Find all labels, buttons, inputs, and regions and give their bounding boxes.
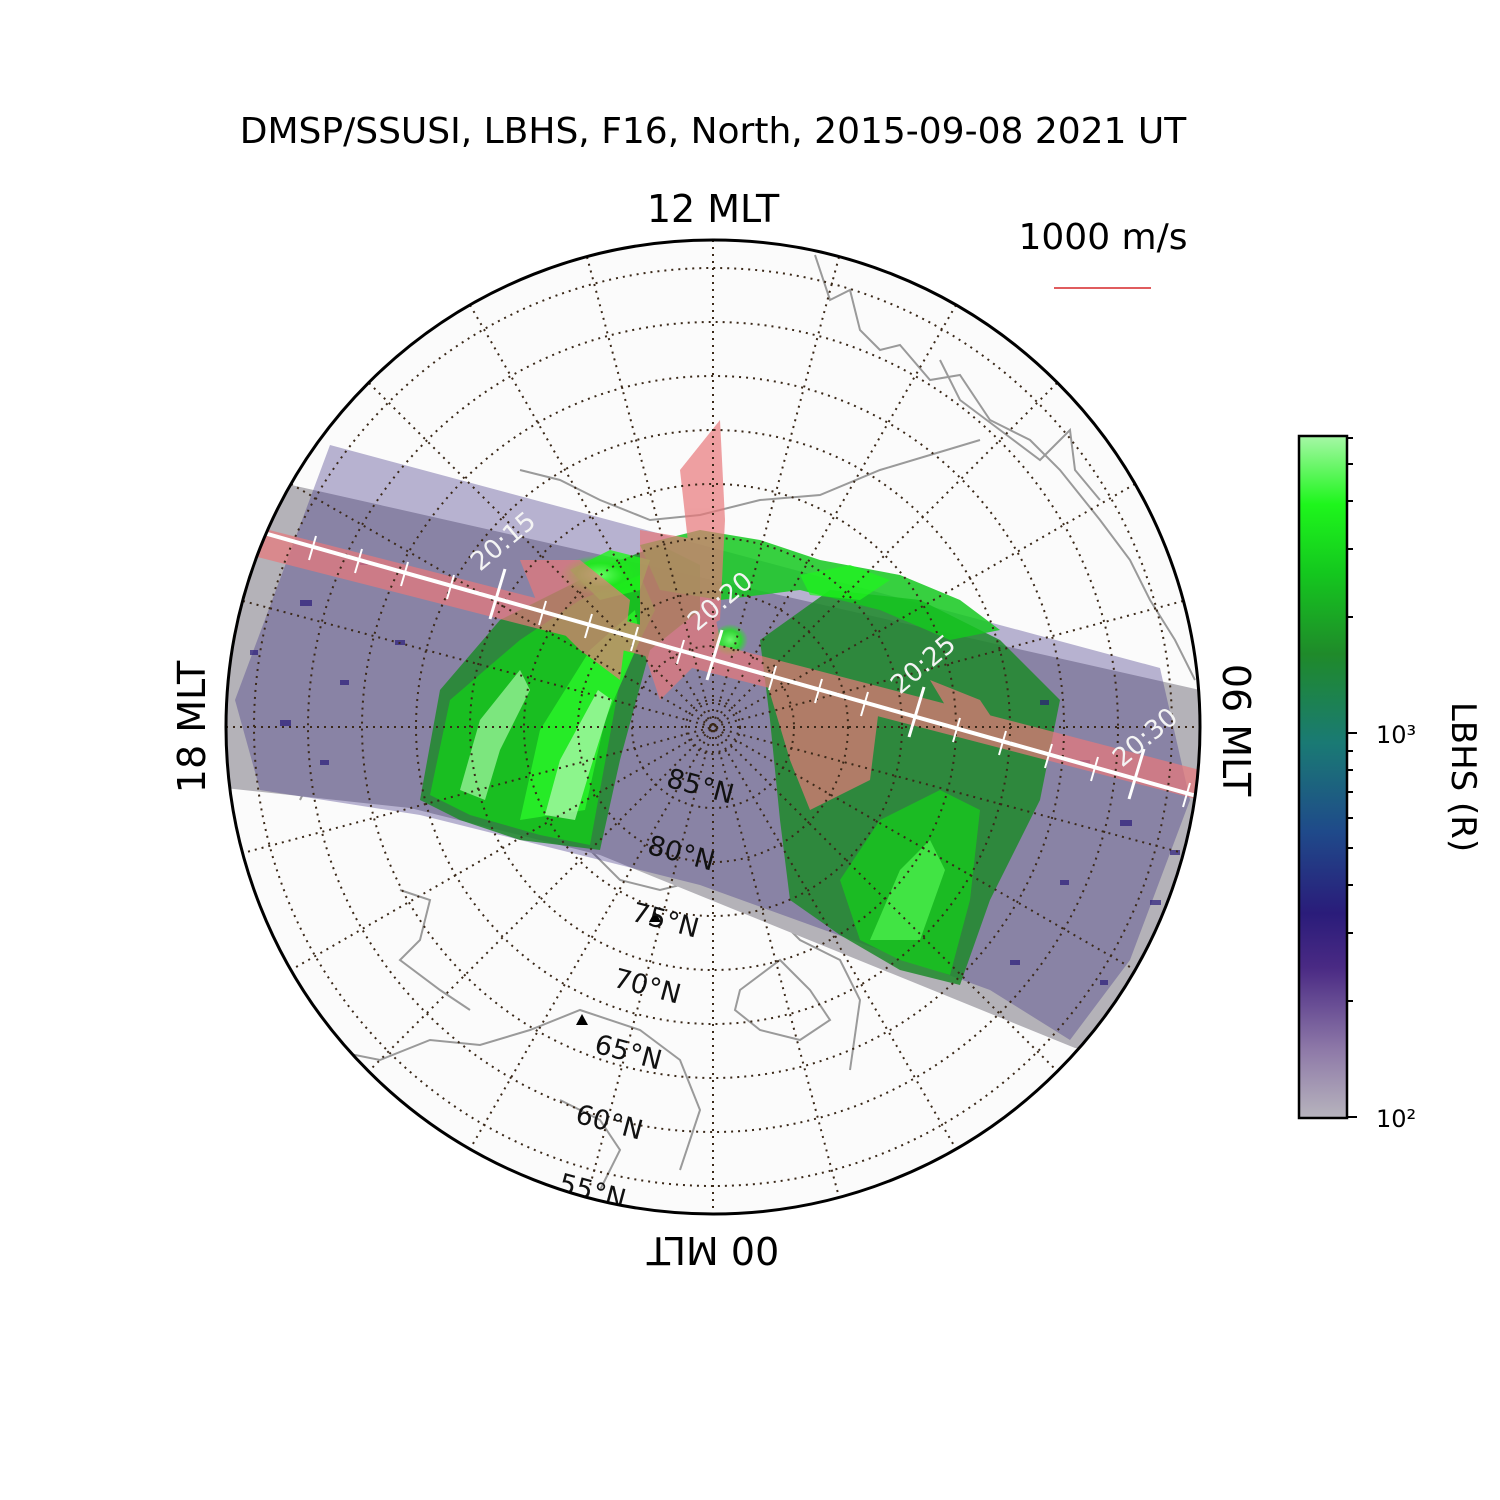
station-marker-icon bbox=[649, 911, 661, 922]
mlt-label-18: 18 MLT bbox=[170, 660, 214, 793]
colorbar: 10² 10³ LBHS (R) bbox=[1297, 434, 1483, 1133]
map-boundary bbox=[224, 238, 1202, 1216]
colorbar-gradient bbox=[1297, 434, 1349, 1120]
mlt-label-00: 00 MLT bbox=[646, 1228, 779, 1272]
colorbar-tick-1e2: 10² bbox=[1376, 1105, 1416, 1133]
figure-title: DMSP/SSUSI, LBHS, F16, North, 2015-09-08… bbox=[240, 111, 1187, 152]
colorbar-label: LBHS (R) bbox=[1443, 702, 1483, 852]
colorbar-tick-1e3: 10³ bbox=[1376, 721, 1416, 749]
station-markers bbox=[576, 911, 661, 1025]
mlt-label-06: 06 MLT bbox=[1214, 664, 1258, 797]
latitude-longitude-grid bbox=[226, 240, 1200, 1214]
mlt-label-12: 12 MLT bbox=[647, 187, 780, 231]
velocity-scale-label: 1000 m/s bbox=[1018, 217, 1187, 258]
polar-map: 20:15 20:20 20:25 20:30 85°N 80°N 75°N 7… bbox=[224, 238, 1202, 1216]
satellite-track bbox=[226, 520, 1200, 808]
velocity-scale: 1000 m/s bbox=[1018, 217, 1188, 289]
station-marker-icon bbox=[576, 1014, 588, 1025]
